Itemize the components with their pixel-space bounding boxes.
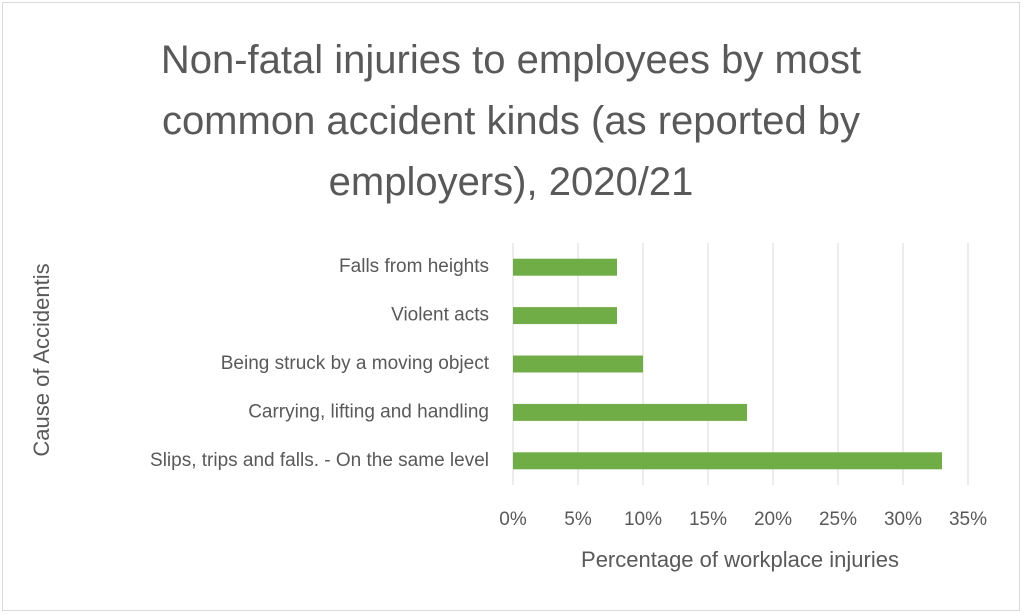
x-tick-label: 0% (499, 509, 527, 530)
bar (513, 403, 747, 421)
y-tick-label: Slips, trips and falls. - On the same le… (150, 450, 489, 471)
x-tick-label: 10% (624, 509, 662, 530)
chart-title: Non-fatal injuries to employees by most … (160, 38, 862, 204)
bar (513, 307, 617, 325)
x-tick-label: 25% (819, 509, 857, 530)
x-tick-label: 15% (689, 509, 727, 530)
y-axis-title: Cause of Accidentis (29, 263, 54, 456)
bar (513, 452, 942, 470)
bar (513, 258, 617, 276)
y-tick-label: Being struck by a moving object (221, 353, 490, 374)
y-tick-label: Violent acts (391, 305, 489, 326)
x-tick-label: 5% (564, 509, 592, 530)
y-tick-label: Falls from heights (339, 256, 489, 277)
y-tick-label: Carrying, lifting and handling (248, 401, 489, 422)
x-axis-title: Percentage of workplace injuries (581, 547, 899, 572)
bar (513, 355, 643, 373)
x-tick-label: 35% (949, 509, 987, 530)
x-tick-label: 30% (884, 509, 922, 530)
x-tick-label: 20% (754, 509, 792, 530)
